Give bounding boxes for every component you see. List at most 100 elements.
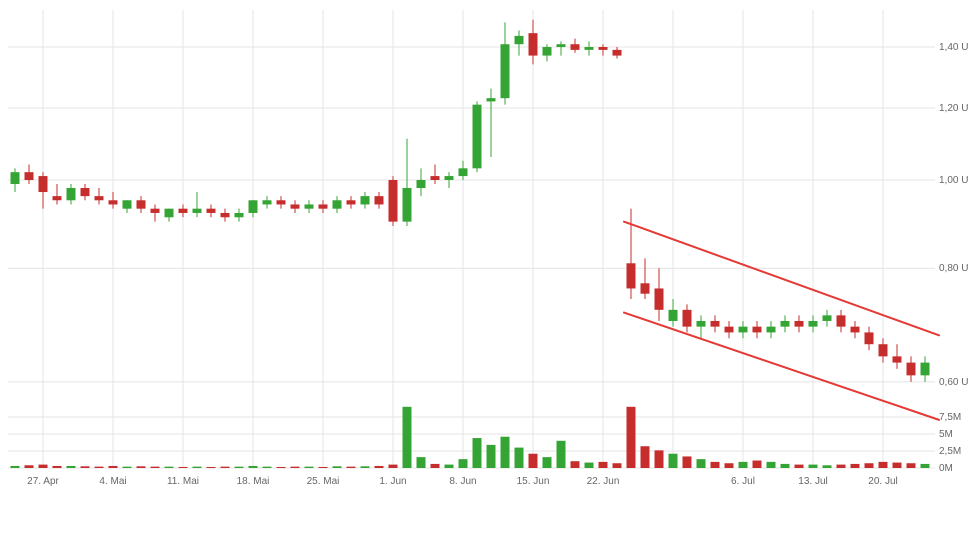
volume-bar (794, 464, 804, 468)
candle-body (262, 200, 272, 205)
candle-body (920, 362, 930, 376)
price-tick-label: 0,60 USD (939, 377, 968, 388)
volume-tick-label: 2,5M (939, 446, 961, 457)
candle-body (206, 208, 216, 213)
volume-bar (164, 466, 174, 468)
candle-body (724, 326, 734, 333)
volume-bar (262, 466, 272, 468)
candle-body (892, 356, 902, 363)
candle-body (640, 283, 650, 294)
candle-body (514, 35, 524, 45)
volume-tick-label: 0M (939, 463, 953, 474)
volume-bar (122, 466, 132, 468)
volume-bar (24, 465, 34, 468)
date-tick-label: 6. Jul (731, 476, 755, 487)
candle-body (388, 180, 398, 222)
candle-body (472, 104, 482, 169)
volume-bar (906, 463, 916, 468)
candle-body (570, 44, 580, 50)
candle-body (500, 44, 510, 99)
channel-trendline (623, 220, 940, 337)
candle-body (94, 196, 104, 201)
channel-trendline (623, 311, 940, 421)
candle-body (108, 200, 118, 205)
volume-bar (178, 466, 188, 468)
candle-body (458, 168, 468, 177)
volume-bar (500, 436, 510, 468)
date-tick-label: 8. Jun (449, 476, 476, 487)
date-tick-label: 4. Mai (99, 476, 126, 487)
candle-body (220, 212, 230, 218)
candle-body (416, 180, 426, 188)
volume-bar (822, 465, 832, 468)
date-tick-label: 18. Mai (237, 476, 270, 487)
candle-body (346, 200, 356, 205)
date-tick-label: 25. Mai (307, 476, 340, 487)
candle-body (402, 187, 412, 222)
candle-body (528, 33, 538, 56)
volume-bar (38, 464, 48, 468)
candle-body (598, 47, 608, 50)
candle-body (486, 98, 496, 102)
volume-bar (290, 466, 300, 468)
volume-bar (766, 461, 776, 468)
volume-bar (514, 447, 524, 468)
volume-bar (626, 406, 636, 468)
volume-bar (836, 464, 846, 468)
volume-bar (528, 453, 538, 468)
candle-body (150, 208, 160, 213)
candle-body (136, 200, 146, 209)
candle-body (864, 332, 874, 345)
volume-bar (808, 464, 818, 468)
candle-body (304, 204, 314, 209)
candle-body (318, 204, 328, 209)
volume-bar (276, 466, 286, 468)
volume-bar (458, 459, 468, 468)
volume-bar (584, 462, 594, 468)
volume-bar (892, 462, 902, 468)
volume-bar (850, 463, 860, 468)
date-tick-label: 15. Jun (517, 476, 550, 487)
volume-bar (10, 465, 20, 468)
volume-bar (668, 453, 678, 468)
volume-bar (234, 466, 244, 468)
volume-bar (472, 438, 482, 468)
candle-body (696, 320, 706, 327)
candle-body (38, 176, 48, 193)
volume-bar (710, 461, 720, 468)
candle-body (766, 326, 776, 333)
volume-bar (542, 457, 552, 468)
volume-bar (304, 466, 314, 468)
volume-bar (220, 466, 230, 468)
volume-bar (430, 463, 440, 468)
candle-body (682, 309, 692, 327)
candle-body (192, 208, 202, 213)
date-tick-label: 1. Jun (379, 476, 406, 487)
candle-body (654, 288, 664, 310)
date-tick-label: 27. Apr (27, 476, 59, 487)
candle-body (24, 172, 34, 180)
date-tick-label: 22. Jun (587, 476, 620, 487)
candle-body (178, 208, 188, 213)
date-tick-label: 13. Jul (798, 476, 827, 487)
candle-body (808, 320, 818, 327)
volume-bar (486, 444, 496, 468)
candle-body (822, 315, 832, 321)
volume-bar (52, 465, 62, 468)
volume-bar (346, 466, 356, 468)
volume-bar (696, 459, 706, 468)
candle-body (290, 204, 300, 209)
volume-bar (780, 463, 790, 468)
volume-bar (752, 460, 762, 468)
volume-bar (94, 466, 104, 468)
volume-bar (374, 465, 384, 468)
candle-body (752, 326, 762, 333)
candle-body (584, 47, 594, 50)
volume-bar (556, 440, 566, 468)
volume-bar (878, 461, 888, 468)
candle-body (52, 196, 62, 201)
volume-bar (920, 463, 930, 468)
volume-bar (388, 464, 398, 468)
